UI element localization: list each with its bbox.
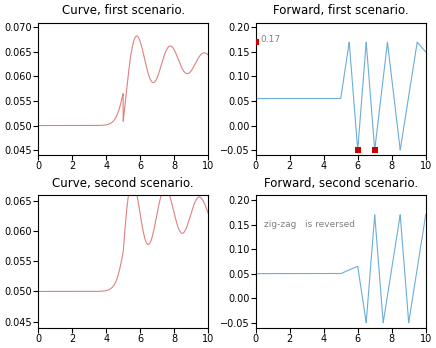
Point [252,39,259,45]
Title: Curve, second scenario.: Curve, second scenario. [52,177,194,190]
Point [371,147,378,153]
Text: 0.17: 0.17 [261,34,281,44]
Point [354,147,361,153]
Text: zig-zag   is reversed: zig-zag is reversed [264,220,355,229]
Title: Curve, first scenario.: Curve, first scenario. [61,4,185,17]
Title: Forward, second scenario.: Forward, second scenario. [264,177,418,190]
Title: Forward, first scenario.: Forward, first scenario. [273,4,409,17]
